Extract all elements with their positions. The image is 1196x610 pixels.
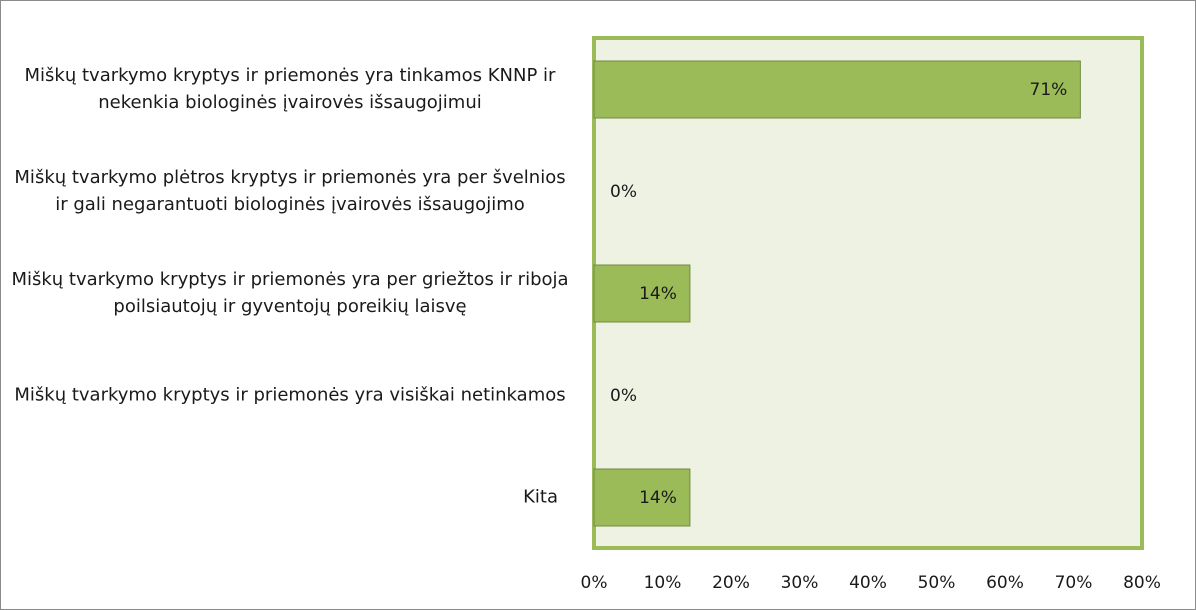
x-tick-label: 0% <box>581 573 608 593</box>
x-tick-label: 80% <box>1123 573 1161 593</box>
value-label: 0% <box>610 386 637 406</box>
x-tick-label: 20% <box>712 573 750 593</box>
bar <box>593 60 1081 119</box>
value-label: 0% <box>610 182 637 202</box>
x-tick-label: 30% <box>781 573 819 593</box>
x-tick-label: 40% <box>849 573 887 593</box>
value-label: 14% <box>639 284 677 304</box>
value-label: 14% <box>639 488 677 508</box>
x-tick-label: 50% <box>918 573 956 593</box>
category-label: Miškų tvarkymo plėtros kryptys ir priemo… <box>14 167 566 215</box>
bar <box>593 468 691 527</box>
category-label: Kita <box>523 486 558 508</box>
x-tick-label: 70% <box>1055 573 1093 593</box>
category-label: Miškų tvarkymo kryptys ir priemonės yra … <box>14 384 566 406</box>
x-tick-label: 60% <box>986 573 1024 593</box>
bar <box>593 264 691 323</box>
category-label: Miškų tvarkymo kryptys ir priemonės yra … <box>11 269 569 317</box>
value-label: 71% <box>1030 80 1068 100</box>
x-tick-label: 10% <box>644 573 682 593</box>
category-label: Miškų tvarkymo kryptys ir priemonės yra … <box>24 65 556 113</box>
